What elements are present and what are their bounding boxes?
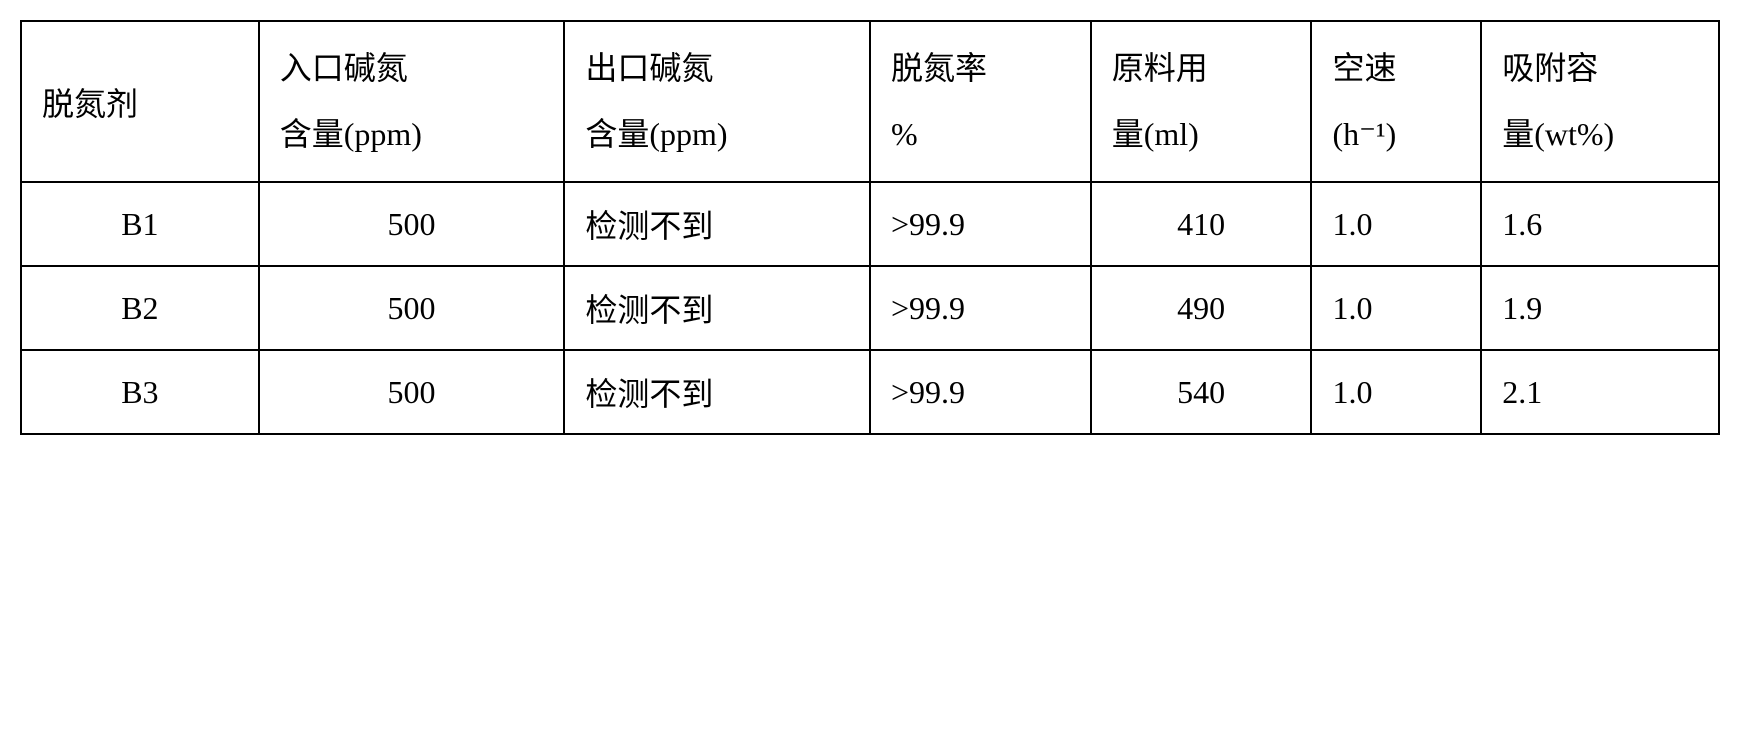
data-table: 脱氮剂 入口碱氮 含量(ppm) 出口碱氮 含量(ppm) 脱氮率 % 原料用 …: [20, 20, 1720, 435]
column-header-capacity: 吸附容 量(wt%): [1481, 21, 1719, 182]
header-sub-label: 含量(ppm): [280, 106, 544, 164]
header-main-label: 吸附容: [1502, 40, 1698, 98]
cell-agent: B1: [21, 182, 259, 266]
cell-rate: >99.9: [870, 266, 1091, 350]
cell-rate: >99.9: [870, 350, 1091, 434]
cell-outlet: 检测不到: [564, 182, 870, 266]
table-row: B1 500 检测不到 >99.9 410 1.0 1.6: [21, 182, 1719, 266]
table-header-row: 脱氮剂 入口碱氮 含量(ppm) 出口碱氮 含量(ppm) 脱氮率 % 原料用 …: [21, 21, 1719, 182]
cell-outlet: 检测不到: [564, 350, 870, 434]
cell-agent: B2: [21, 266, 259, 350]
header-sub-label: 含量(ppm): [585, 106, 849, 164]
column-header-agent: 脱氮剂: [21, 21, 259, 182]
cell-velocity: 1.0: [1311, 266, 1481, 350]
header-main-label: 脱氮剂: [42, 79, 238, 125]
cell-material: 410: [1091, 182, 1312, 266]
table-row: B3 500 检测不到 >99.9 540 1.0 2.1: [21, 350, 1719, 434]
cell-capacity: 1.6: [1481, 182, 1719, 266]
header-sub-label: 量(ml): [1112, 106, 1291, 164]
header-sub-label: %: [891, 106, 1070, 164]
column-header-outlet: 出口碱氮 含量(ppm): [564, 21, 870, 182]
cell-agent: B3: [21, 350, 259, 434]
cell-capacity: 2.1: [1481, 350, 1719, 434]
header-sub-label: 量(wt%): [1502, 106, 1698, 164]
column-header-velocity: 空速 (h⁻¹): [1311, 21, 1481, 182]
header-main-label: 脱氮率: [891, 40, 1070, 98]
column-header-rate: 脱氮率 %: [870, 21, 1091, 182]
cell-rate: >99.9: [870, 182, 1091, 266]
cell-inlet: 500: [259, 182, 565, 266]
cell-outlet: 检测不到: [564, 266, 870, 350]
column-header-material: 原料用 量(ml): [1091, 21, 1312, 182]
column-header-inlet: 入口碱氮 含量(ppm): [259, 21, 565, 182]
header-main-label: 原料用: [1112, 40, 1291, 98]
cell-velocity: 1.0: [1311, 350, 1481, 434]
table-row: B2 500 检测不到 >99.9 490 1.0 1.9: [21, 266, 1719, 350]
header-main-label: 入口碱氮: [280, 40, 544, 98]
cell-material: 540: [1091, 350, 1312, 434]
header-main-label: 出口碱氮: [585, 40, 849, 98]
header-main-label: 空速: [1332, 40, 1460, 98]
cell-inlet: 500: [259, 266, 565, 350]
header-sub-label: (h⁻¹): [1332, 106, 1460, 164]
cell-material: 490: [1091, 266, 1312, 350]
cell-inlet: 500: [259, 350, 565, 434]
cell-velocity: 1.0: [1311, 182, 1481, 266]
cell-capacity: 1.9: [1481, 266, 1719, 350]
